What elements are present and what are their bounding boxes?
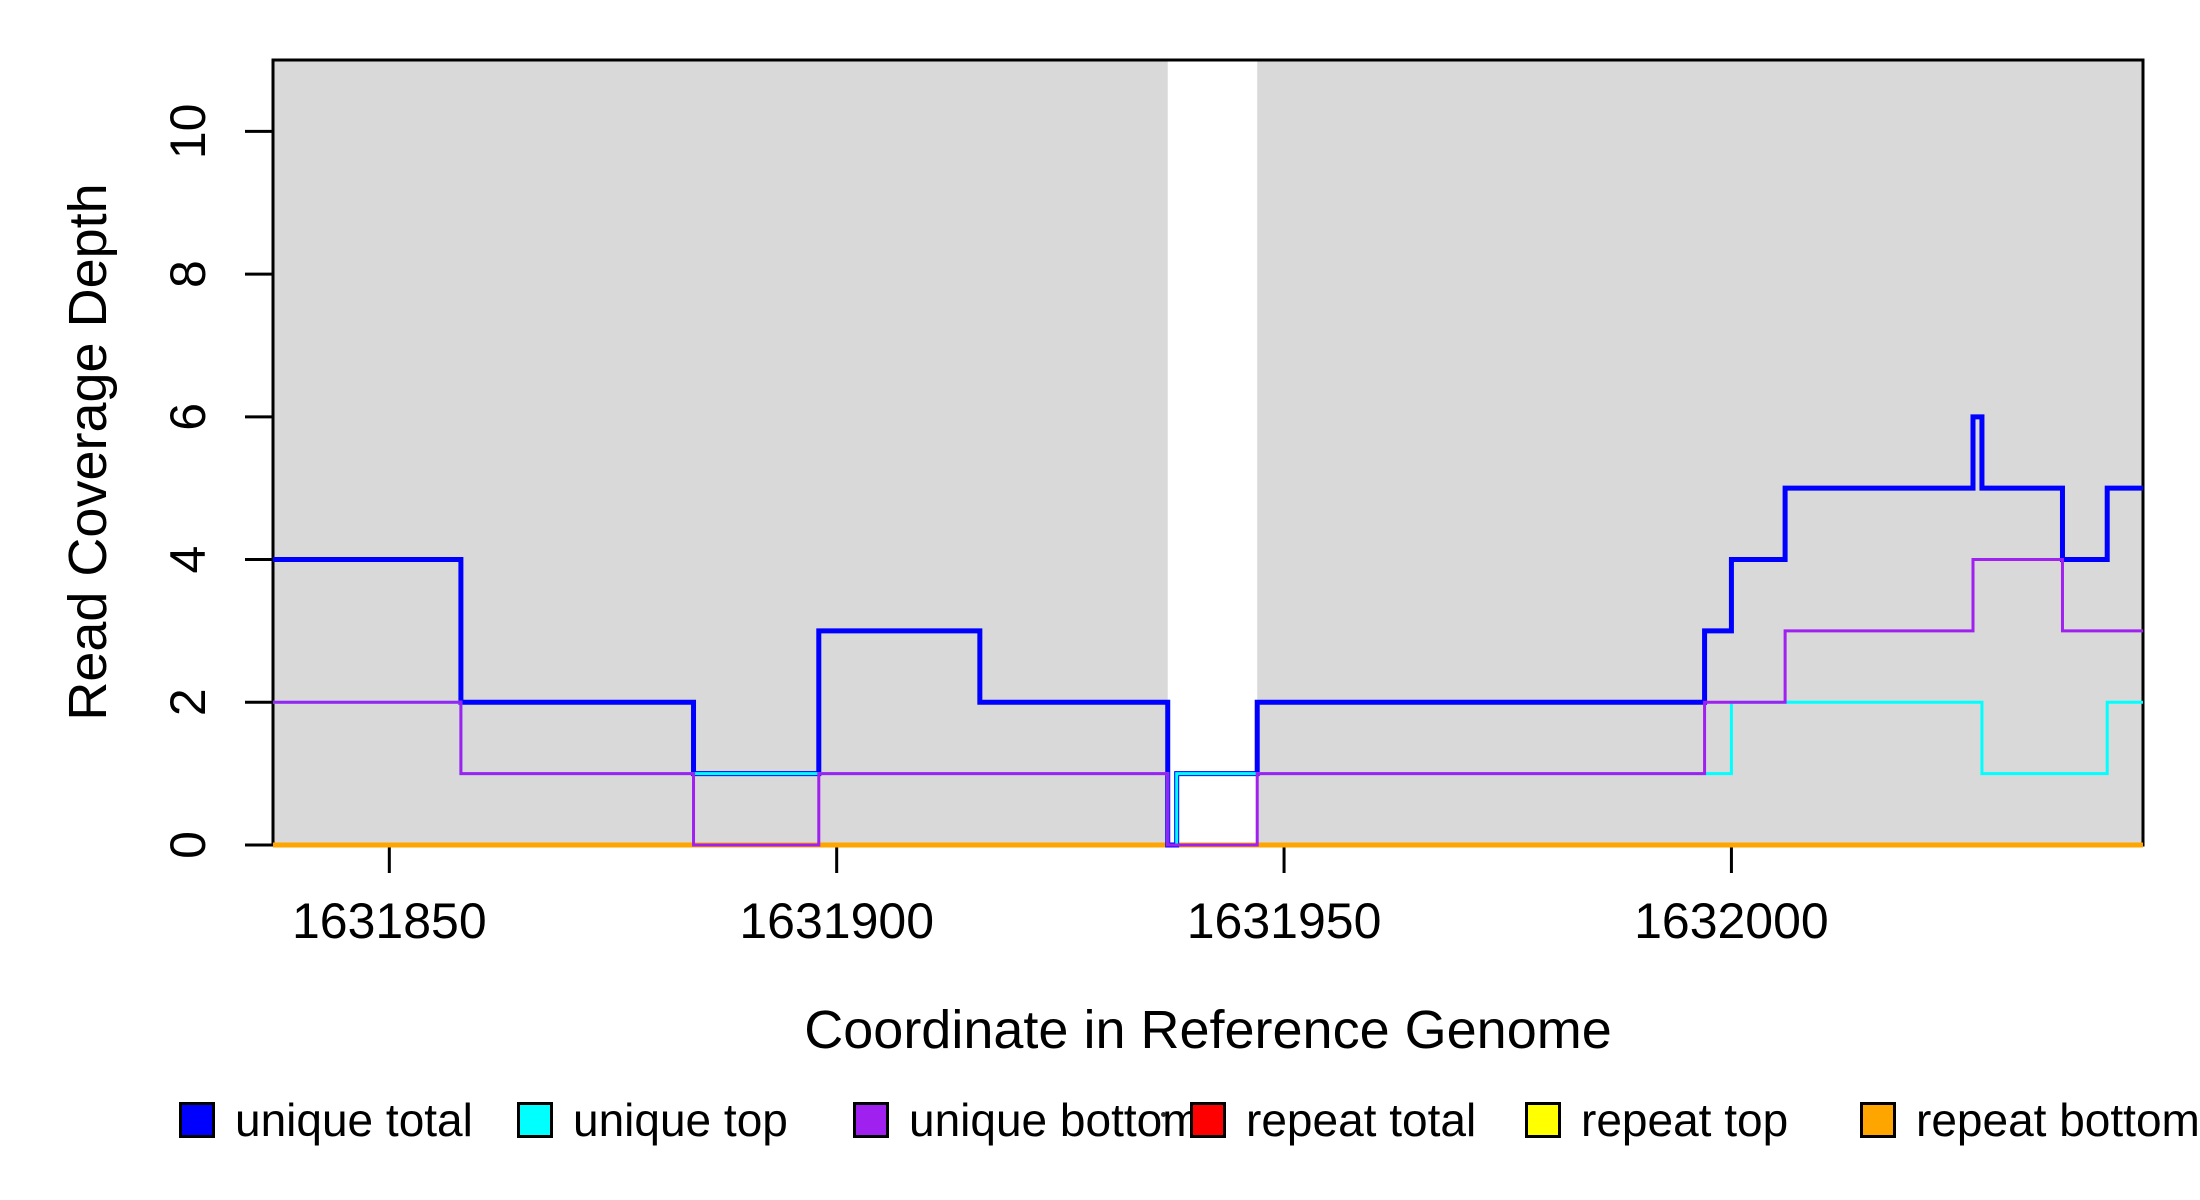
y-tick-label: 6 — [160, 403, 216, 431]
legend-label: repeat top — [1581, 1094, 1789, 1146]
legend-swatch-repeat-top — [1525, 1102, 1561, 1138]
legend-swatch-repeat-bottom — [1860, 1102, 1896, 1138]
y-axis-title: Read Coverage Depth — [58, 183, 118, 720]
legend-label: unique top — [573, 1094, 788, 1146]
shaded-region — [273, 60, 1168, 845]
x-tick-label: 1631850 — [292, 893, 487, 949]
series-unique-bottom — [273, 558, 2143, 847]
legend-item-repeat-top: repeat top — [1525, 1094, 1789, 1146]
legend-label: unique total — [235, 1094, 473, 1146]
legend-swatch-unique-total — [179, 1102, 215, 1138]
legend-item-unique-top: unique top — [517, 1094, 788, 1146]
legend-label: unique bottom — [909, 1094, 1201, 1146]
legend-swatch-unique-top — [517, 1102, 553, 1138]
shaded-region — [1257, 60, 2143, 845]
legend-item-unique-total: unique total — [179, 1094, 473, 1146]
x-axis-title: Coordinate in Reference Genome — [804, 1000, 1611, 1060]
x-tick-label: 1631900 — [739, 893, 934, 949]
stray-dot — [1161, 1112, 1166, 1117]
y-tick-label: 4 — [160, 546, 216, 574]
legend-item-repeat-total: repeat total — [1190, 1094, 1477, 1146]
legend-label: repeat bottom — [1916, 1094, 2200, 1146]
legend-item-unique-bottom: unique bottom — [853, 1094, 1201, 1146]
x-tick-label: 1632000 — [1634, 893, 1829, 949]
legend-swatch-unique-bottom — [853, 1102, 889, 1138]
y-tick-label: 0 — [160, 831, 216, 859]
y-tick-label: 8 — [160, 260, 216, 288]
legend-swatch-repeat-total — [1190, 1102, 1226, 1138]
y-tick-label: 2 — [160, 688, 216, 716]
legend-item-repeat-bottom: repeat bottom — [1860, 1094, 2200, 1146]
legend-label: repeat total — [1246, 1094, 1477, 1146]
y-tick-label: 10 — [160, 104, 216, 160]
x-tick-label: 1631950 — [1187, 893, 1382, 949]
